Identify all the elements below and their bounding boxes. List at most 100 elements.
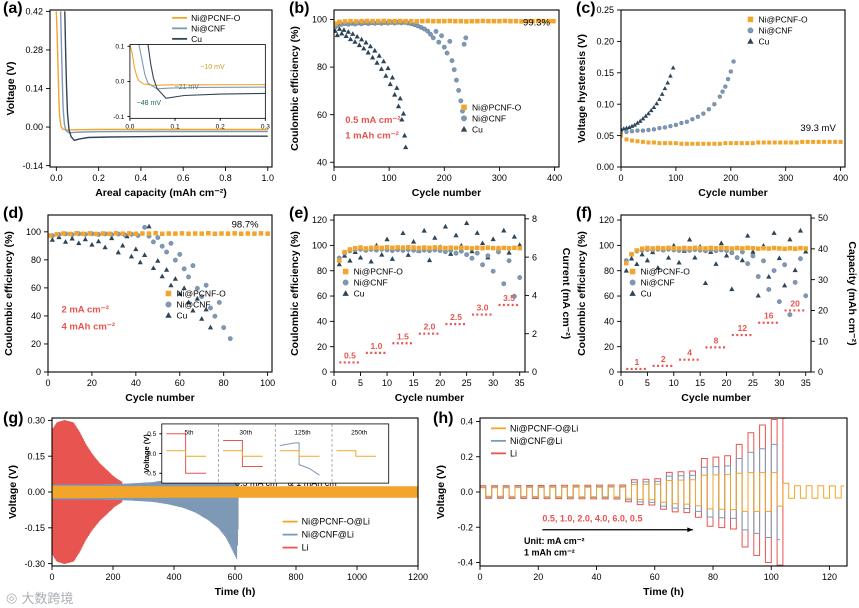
svg-text:Cycle number: Cycle number bbox=[681, 392, 750, 404]
svg-text:0.4: 0.4 bbox=[460, 417, 473, 427]
svg-text:0.2: 0.2 bbox=[460, 452, 473, 462]
svg-text:100: 100 bbox=[599, 241, 614, 251]
svg-text:2: 2 bbox=[661, 354, 666, 364]
svg-text:0.5 mA cm⁻²: 0.5 mA cm⁻² bbox=[345, 115, 400, 126]
svg-text:20: 20 bbox=[317, 342, 327, 352]
svg-text:20: 20 bbox=[722, 378, 732, 388]
svg-text:100: 100 bbox=[312, 241, 327, 251]
svg-text:10: 10 bbox=[669, 378, 679, 388]
panel-d-label: (d) bbox=[3, 205, 24, 222]
svg-text:0: 0 bbox=[49, 572, 54, 582]
svg-text:120: 120 bbox=[599, 215, 614, 225]
svg-text:~21 mV: ~21 mV bbox=[175, 84, 200, 91]
svg-text:10: 10 bbox=[382, 378, 392, 388]
svg-text:100: 100 bbox=[382, 173, 397, 183]
svg-text:60: 60 bbox=[650, 572, 660, 582]
svg-text:0.5, 1.0, 2.0, 4.0, 6.0, 0.5: 0.5, 1.0, 2.0, 4.0, 6.0, 0.5 bbox=[542, 514, 642, 524]
svg-text:60: 60 bbox=[175, 378, 185, 388]
svg-text:20: 20 bbox=[790, 298, 800, 308]
svg-text:-0.14: -0.14 bbox=[22, 161, 43, 171]
svg-text:Ni@PCNF-O: Ni@PCNF-O bbox=[191, 13, 241, 23]
svg-text:120: 120 bbox=[312, 215, 327, 225]
svg-text:Voltage (V): Voltage (V) bbox=[435, 465, 447, 519]
svg-text:0.10: 0.10 bbox=[596, 99, 614, 109]
svg-text:Time (h): Time (h) bbox=[643, 586, 684, 598]
svg-text:120: 120 bbox=[822, 572, 837, 582]
svg-text:Voltage (V): Voltage (V) bbox=[142, 434, 151, 473]
svg-text:Ni@PCNF-O: Ni@PCNF-O bbox=[758, 14, 808, 24]
svg-text:-0.1: -0.1 bbox=[113, 114, 125, 121]
svg-text:Ni@PCNF-O: Ni@PCNF-O bbox=[641, 267, 691, 277]
svg-text:-0.15: -0.15 bbox=[24, 523, 45, 533]
svg-text:0.0: 0.0 bbox=[460, 487, 473, 497]
svg-text:Ni@CNF@Li: Ni@CNF@Li bbox=[302, 530, 354, 540]
svg-text:20: 20 bbox=[533, 572, 543, 582]
svg-text:0: 0 bbox=[532, 367, 537, 377]
watermark-text: 大数跨境 bbox=[21, 591, 74, 606]
svg-text:0: 0 bbox=[331, 378, 336, 388]
panel-e: (e) 0.5 1.0 1.5 2.0 2.5 3.0 3.5 0 5 10 15 20 25 30 35 0… bbox=[286, 205, 573, 410]
svg-text:Coulombic efficiency (%): Coulombic efficiency (%) bbox=[289, 26, 301, 151]
svg-text:1000: 1000 bbox=[347, 572, 367, 582]
svg-text:0.0: 0.0 bbox=[125, 123, 134, 130]
panel-g-label: (g) bbox=[3, 410, 24, 427]
svg-text:Capacity (mAh cm⁻²): Capacity (mAh cm⁻²) bbox=[846, 241, 858, 345]
panel-c-label: (c) bbox=[576, 0, 596, 17]
svg-text:0.2: 0.2 bbox=[92, 173, 105, 183]
svg-text:0.00: 0.00 bbox=[27, 487, 45, 497]
svg-text:-0.2: -0.2 bbox=[457, 522, 473, 532]
svg-text:100: 100 bbox=[312, 15, 327, 25]
svg-text:80: 80 bbox=[604, 266, 614, 276]
svg-text:1.0: 1.0 bbox=[371, 341, 383, 351]
svg-text:5th: 5th bbox=[185, 430, 194, 437]
svg-text:20: 20 bbox=[87, 378, 97, 388]
svg-text:16: 16 bbox=[764, 311, 774, 321]
svg-text:Cycle number: Cycle number bbox=[698, 187, 767, 199]
svg-text:200: 200 bbox=[105, 572, 120, 582]
panel-g-plot: 0 200 400 600 800 1000 1200 -0.30 -0.15 0.00 0.15 0… bbox=[0, 410, 430, 608]
svg-text:Cu: Cu bbox=[176, 311, 187, 321]
svg-text:800: 800 bbox=[288, 572, 303, 582]
svg-text:0.00: 0.00 bbox=[25, 122, 43, 132]
svg-text:2: 2 bbox=[532, 329, 537, 339]
svg-text:0.25: 0.25 bbox=[596, 5, 614, 15]
svg-text:80: 80 bbox=[31, 255, 41, 265]
svg-text:Cycle number: Cycle number bbox=[412, 187, 481, 199]
svg-text:0.0: 0.0 bbox=[147, 451, 156, 458]
panel-f: (f) 1 2 4 8 12 16 20 0 5 10 15 20 25 30 35 0 20 40 60 80 100… bbox=[573, 205, 859, 410]
svg-text:15: 15 bbox=[695, 378, 705, 388]
svg-text:0.0: 0.0 bbox=[115, 79, 124, 86]
svg-text:3.5: 3.5 bbox=[503, 293, 515, 303]
svg-text:30: 30 bbox=[774, 378, 784, 388]
svg-text:Cycle number: Cycle number bbox=[395, 392, 464, 404]
svg-text:0.15: 0.15 bbox=[27, 451, 45, 461]
svg-text:1 mAh cm⁻²: 1 mAh cm⁻² bbox=[524, 548, 575, 558]
svg-text:12: 12 bbox=[738, 323, 748, 333]
svg-text:Ni@CNF@Li: Ni@CNF@Li bbox=[510, 436, 562, 446]
svg-text:Ni@CNF: Ni@CNF bbox=[176, 300, 210, 310]
svg-text:4 mAh cm⁻²: 4 mAh cm⁻² bbox=[61, 322, 115, 333]
panel-h-plot: 0 20 40 60 80 100 120 -0.4 -0.2 0.0 0.2 0.4 Time (h)… bbox=[430, 410, 859, 608]
svg-text:8: 8 bbox=[532, 214, 537, 224]
svg-text:40: 40 bbox=[317, 317, 327, 327]
svg-text:20: 20 bbox=[604, 342, 614, 352]
svg-text:Ni@PCNF-O: Ni@PCNF-O bbox=[354, 267, 404, 277]
panel-h: (h) 0 20 40 60 80 100 120 -0.4 -0.2 0.0 0.2 0.4 Time… bbox=[430, 410, 859, 608]
panel-a-plot: 0.0 0.2 0.4 0.6 0.8 1.0 -0.14 0.00 0.14 0.28 0.42 A… bbox=[0, 0, 286, 205]
panel-c: (c) 0 100 200 300 400 0.00 0.05 0.10 0.15 0.20 0.2… bbox=[573, 0, 859, 205]
svg-text:Ni@CNF: Ni@CNF bbox=[641, 278, 675, 288]
svg-text:Current (mA cm⁻²): Current (mA cm⁻²) bbox=[560, 248, 572, 340]
svg-text:100: 100 bbox=[764, 572, 779, 582]
svg-text:39.3 mV: 39.3 mV bbox=[800, 123, 836, 134]
svg-text:8: 8 bbox=[714, 335, 719, 345]
svg-text:0.15: 0.15 bbox=[596, 68, 614, 78]
svg-text:~48 mV: ~48 mV bbox=[137, 100, 162, 107]
svg-text:20: 20 bbox=[818, 306, 828, 316]
panel-d: (d) 0 20 40 60 80 100 0 20 40 60 80 100 Cycle number… bbox=[0, 205, 286, 410]
svg-text:100: 100 bbox=[668, 173, 683, 183]
svg-text:Time (h): Time (h) bbox=[215, 586, 256, 598]
svg-text:Unit: mA cm⁻²: Unit: mA cm⁻² bbox=[524, 536, 584, 546]
svg-text:1: 1 bbox=[634, 357, 639, 367]
svg-text:0.30: 0.30 bbox=[27, 416, 45, 426]
svg-text:20: 20 bbox=[435, 378, 445, 388]
